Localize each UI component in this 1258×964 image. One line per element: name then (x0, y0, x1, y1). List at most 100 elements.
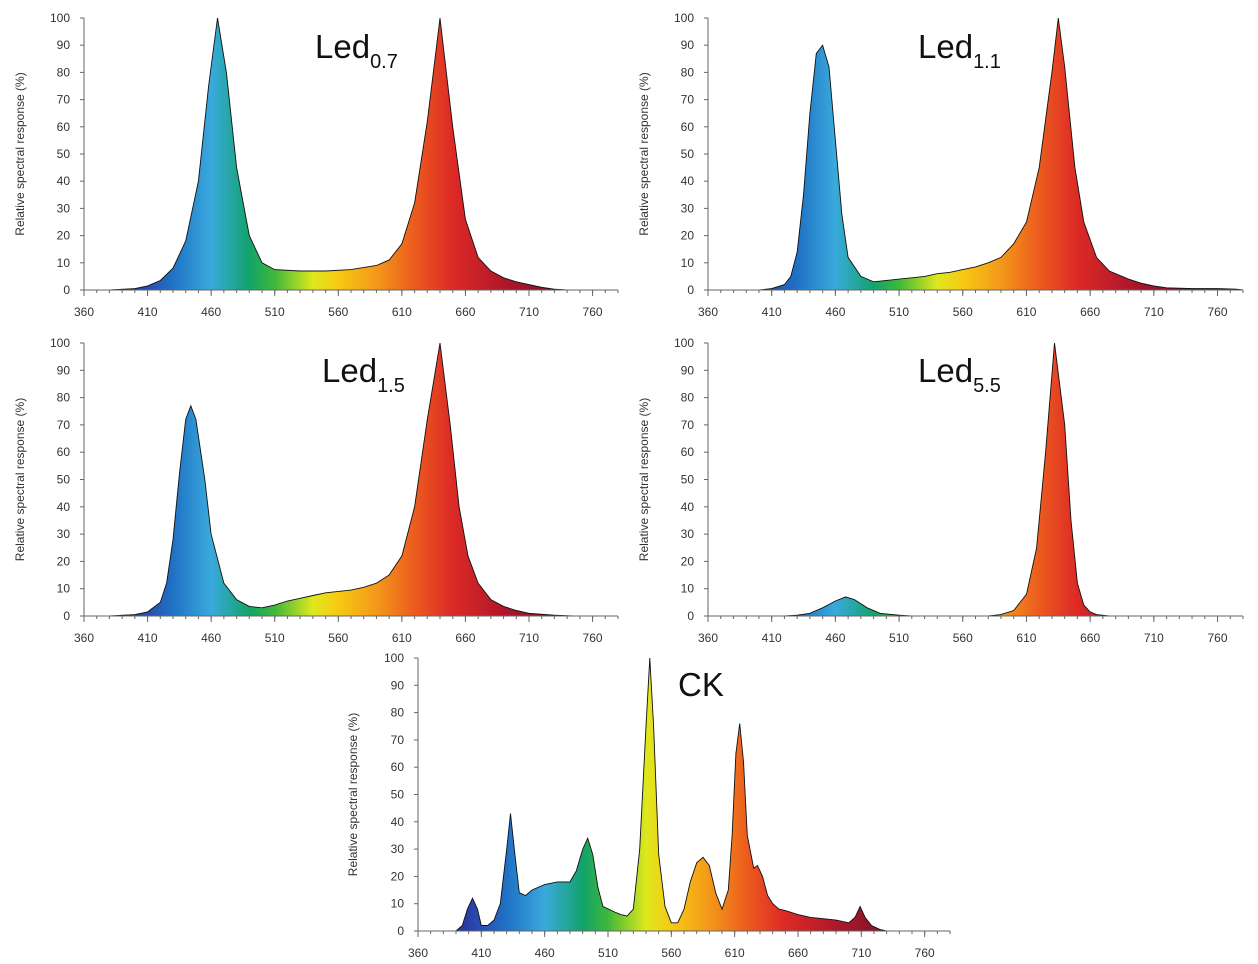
panel-label-main: Led (322, 352, 377, 389)
y-tick-label: 10 (57, 256, 71, 270)
x-tick-label: 710 (519, 631, 539, 645)
y-tick-label: 40 (681, 500, 695, 514)
x-tick-label: 660 (1080, 305, 1100, 319)
x-tick-label: 410 (762, 631, 782, 645)
spectrum-line (708, 17, 1244, 291)
x-tick-label: 410 (138, 305, 158, 319)
y-tick-label: 100 (674, 336, 694, 350)
y-tick-label: 60 (681, 445, 695, 459)
x-tick-label: 610 (392, 305, 412, 319)
x-tick-label: 360 (408, 946, 428, 960)
x-tick-label: 760 (583, 305, 603, 319)
x-tick-label: 460 (825, 305, 845, 319)
x-tick-label: 760 (583, 631, 603, 645)
spectrum-area (418, 658, 887, 931)
x-tick-label: 710 (1144, 631, 1164, 645)
panel-label-sub: 5.5 (973, 375, 1001, 397)
x-tick-label: 360 (74, 631, 94, 645)
x-tick-label: 660 (788, 946, 808, 960)
y-axis-title: Relative spectral response (%) (346, 713, 360, 876)
x-tick-label: 710 (851, 946, 871, 960)
y-axis-title: Relative spectral response (%) (13, 72, 27, 235)
y-tick-label: 0 (63, 609, 70, 623)
x-tick-label: 760 (915, 946, 935, 960)
y-tick-label: 0 (397, 924, 404, 938)
spectrum-line (84, 17, 568, 291)
y-tick-label: 80 (57, 65, 71, 79)
y-tick-label: 10 (681, 582, 695, 596)
y-tick-label: 70 (681, 418, 695, 432)
panel-label-main: CK (678, 666, 724, 703)
y-tick-label: 40 (57, 174, 71, 188)
y-tick-label: 70 (391, 733, 405, 747)
x-tick-label: 560 (661, 946, 681, 960)
panel-label-sub: 1.5 (377, 375, 405, 397)
y-tick-label: 70 (57, 418, 71, 432)
x-tick-label: 510 (265, 631, 285, 645)
x-tick-label: 560 (328, 305, 348, 319)
y-axis-title: Relative spectral response (%) (637, 72, 651, 235)
y-tick-label: 50 (681, 147, 695, 161)
y-tick-label: 20 (681, 229, 695, 243)
x-tick-label: 460 (201, 631, 221, 645)
x-tick-label: 660 (455, 305, 475, 319)
y-tick-label: 40 (391, 815, 405, 829)
chart-panel-led55: 360 410 460 510 560 610 660 710 760 0 10 20 30 40 50 60… (637, 336, 1244, 645)
x-tick-label: 460 (535, 946, 555, 960)
y-tick-label: 80 (681, 65, 695, 79)
x-tick-label: 710 (519, 305, 539, 319)
y-tick-label: 50 (57, 473, 71, 487)
panel-label: Led5.5 (918, 352, 1001, 397)
y-tick-label: 90 (57, 38, 71, 52)
x-tick-label: 560 (328, 631, 348, 645)
x-tick-label: 510 (598, 946, 618, 960)
x-tick-label: 660 (455, 631, 475, 645)
x-tick-label: 410 (138, 631, 158, 645)
spectrum-line (708, 342, 1110, 617)
y-tick-label: 50 (57, 147, 71, 161)
spectrum-line (84, 342, 574, 617)
x-tick-label: 710 (1144, 305, 1164, 319)
y-tick-label: 20 (57, 554, 71, 568)
y-tick-label: 100 (674, 11, 694, 25)
panel-label: Led1.1 (918, 28, 1001, 73)
panel-label-sub: 0.7 (370, 51, 398, 73)
panel-label: Led0.7 (315, 28, 398, 73)
y-tick-label: 90 (681, 363, 695, 377)
panel-label-sub: 1.1 (973, 51, 1001, 73)
x-tick-label: 510 (889, 305, 909, 319)
y-tick-label: 30 (681, 527, 695, 541)
y-tick-label: 100 (384, 651, 404, 665)
y-tick-label: 10 (57, 582, 71, 596)
x-tick-label: 760 (1208, 631, 1228, 645)
panel-label: CK (678, 666, 724, 703)
x-tick-label: 360 (74, 305, 94, 319)
chart-panel-ck: 360 410 460 510 560 610 660 710 760 0 10 20 30 40 50 60… (346, 651, 951, 960)
y-tick-label: 40 (681, 174, 695, 188)
panel-label-main: Led (918, 28, 973, 65)
y-tick-label: 50 (391, 788, 405, 802)
x-tick-label: 410 (762, 305, 782, 319)
y-tick-label: 0 (63, 283, 70, 297)
y-tick-label: 70 (681, 93, 695, 107)
panel-label-main: Led (918, 352, 973, 389)
y-tick-label: 10 (681, 256, 695, 270)
y-tick-label: 70 (57, 93, 71, 107)
y-tick-label: 90 (391, 678, 405, 692)
y-tick-label: 90 (681, 38, 695, 52)
spectrum-line (418, 657, 887, 932)
x-tick-label: 560 (953, 631, 973, 645)
y-tick-label: 100 (50, 336, 70, 350)
x-tick-label: 460 (201, 305, 221, 319)
y-tick-label: 0 (687, 283, 694, 297)
spectrum-area (84, 18, 568, 290)
x-tick-label: 510 (889, 631, 909, 645)
y-tick-label: 80 (681, 391, 695, 405)
y-tick-label: 50 (681, 473, 695, 487)
y-tick-label: 30 (57, 527, 71, 541)
x-tick-label: 610 (392, 631, 412, 645)
panel-label-main: Led (315, 28, 370, 65)
x-tick-label: 660 (1080, 631, 1100, 645)
x-tick-label: 510 (265, 305, 285, 319)
x-tick-label: 360 (698, 631, 718, 645)
